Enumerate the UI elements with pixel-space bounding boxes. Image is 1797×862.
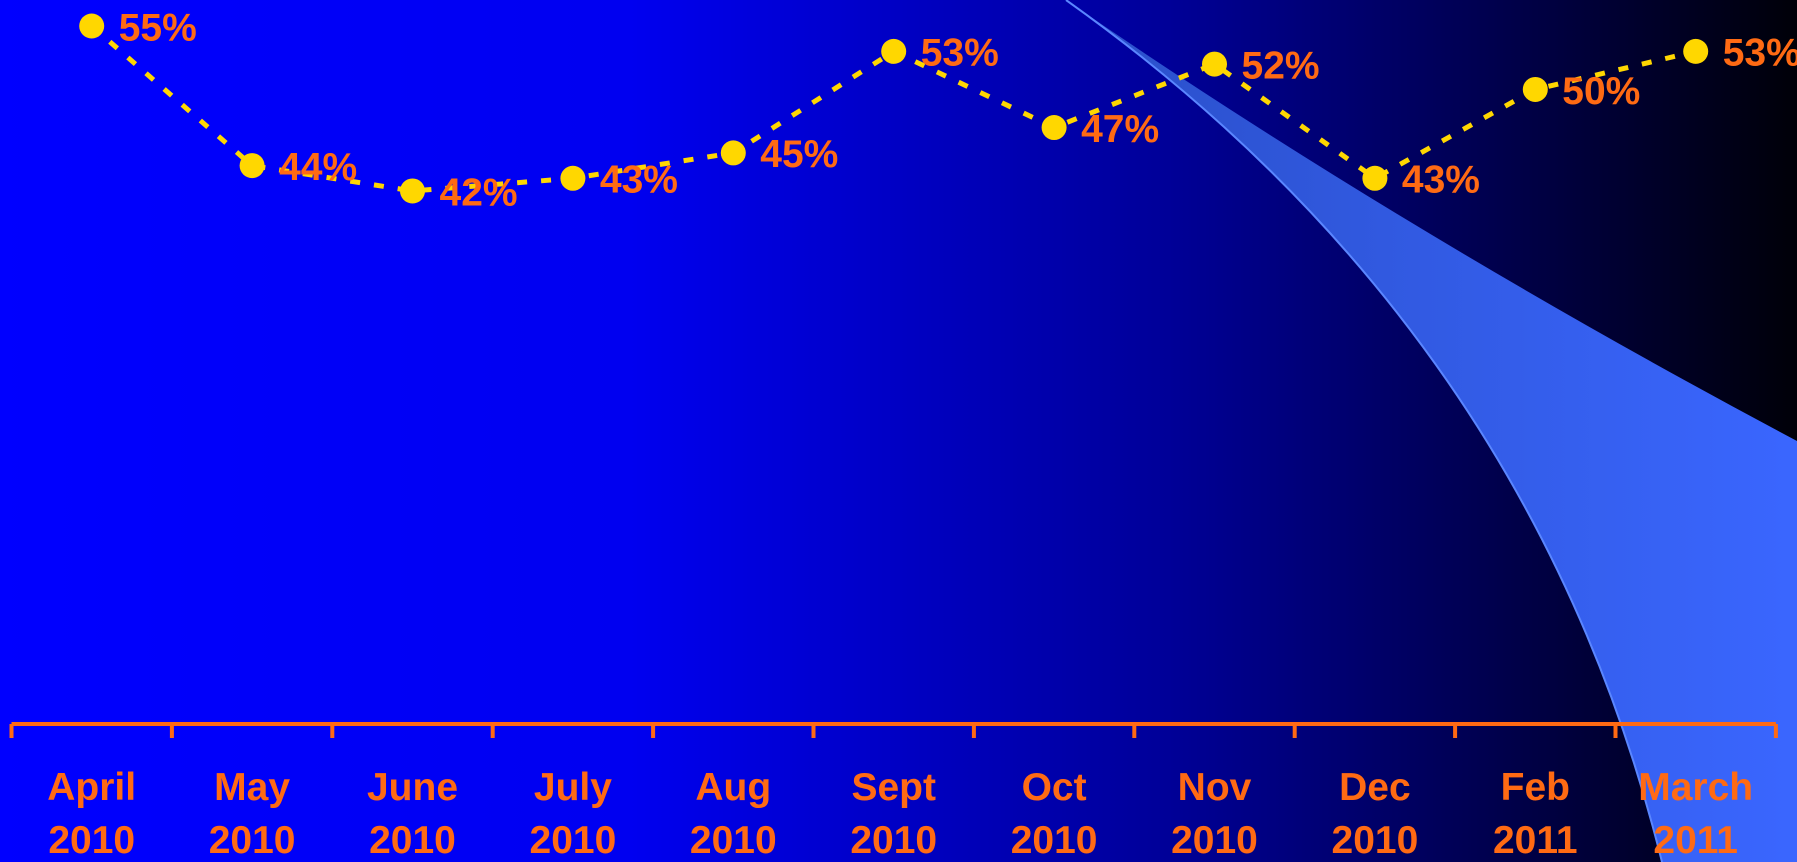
x-tick-label: Sept 2010 — [850, 766, 937, 862]
swoosh-edge — [1065, 0, 1663, 862]
data-label: 47% — [1081, 108, 1159, 151]
marker — [400, 178, 425, 204]
x-tick-label: Dec 2010 — [1332, 766, 1419, 862]
x-tick-label: April 2010 — [47, 766, 136, 862]
data-label: 43% — [600, 159, 678, 202]
data-label: 53% — [1723, 32, 1797, 75]
x-tick-label: May 2010 — [209, 766, 296, 862]
marker — [1683, 38, 1709, 64]
data-label: 44% — [279, 146, 357, 189]
x-tick-label: Oct 2010 — [1011, 766, 1098, 862]
marker — [79, 13, 105, 39]
swoosh — [1066, 0, 1797, 862]
marker — [881, 38, 907, 64]
data-label: 53% — [921, 32, 999, 75]
x-tick-label: March 2011 — [1638, 766, 1753, 862]
marker — [560, 165, 586, 191]
x-tick-label: June 2010 — [367, 766, 458, 862]
data-label: 45% — [760, 133, 838, 176]
data-label: 55% — [119, 6, 197, 49]
marker — [239, 153, 265, 179]
marker — [1041, 115, 1067, 141]
marker — [1362, 165, 1388, 191]
marker — [1522, 76, 1548, 102]
x-tick-label: Aug 2010 — [690, 766, 777, 862]
data-label: 52% — [1242, 44, 1320, 87]
data-label: 42% — [440, 171, 518, 214]
x-tick-label: July 2010 — [530, 766, 617, 862]
data-label: 43% — [1402, 159, 1480, 202]
marker — [1202, 51, 1227, 77]
marker — [720, 140, 746, 166]
data-label: 50% — [1562, 70, 1640, 113]
x-tick-label: Nov 2010 — [1171, 766, 1258, 862]
x-tick-label: Feb 2011 — [1493, 766, 1578, 862]
